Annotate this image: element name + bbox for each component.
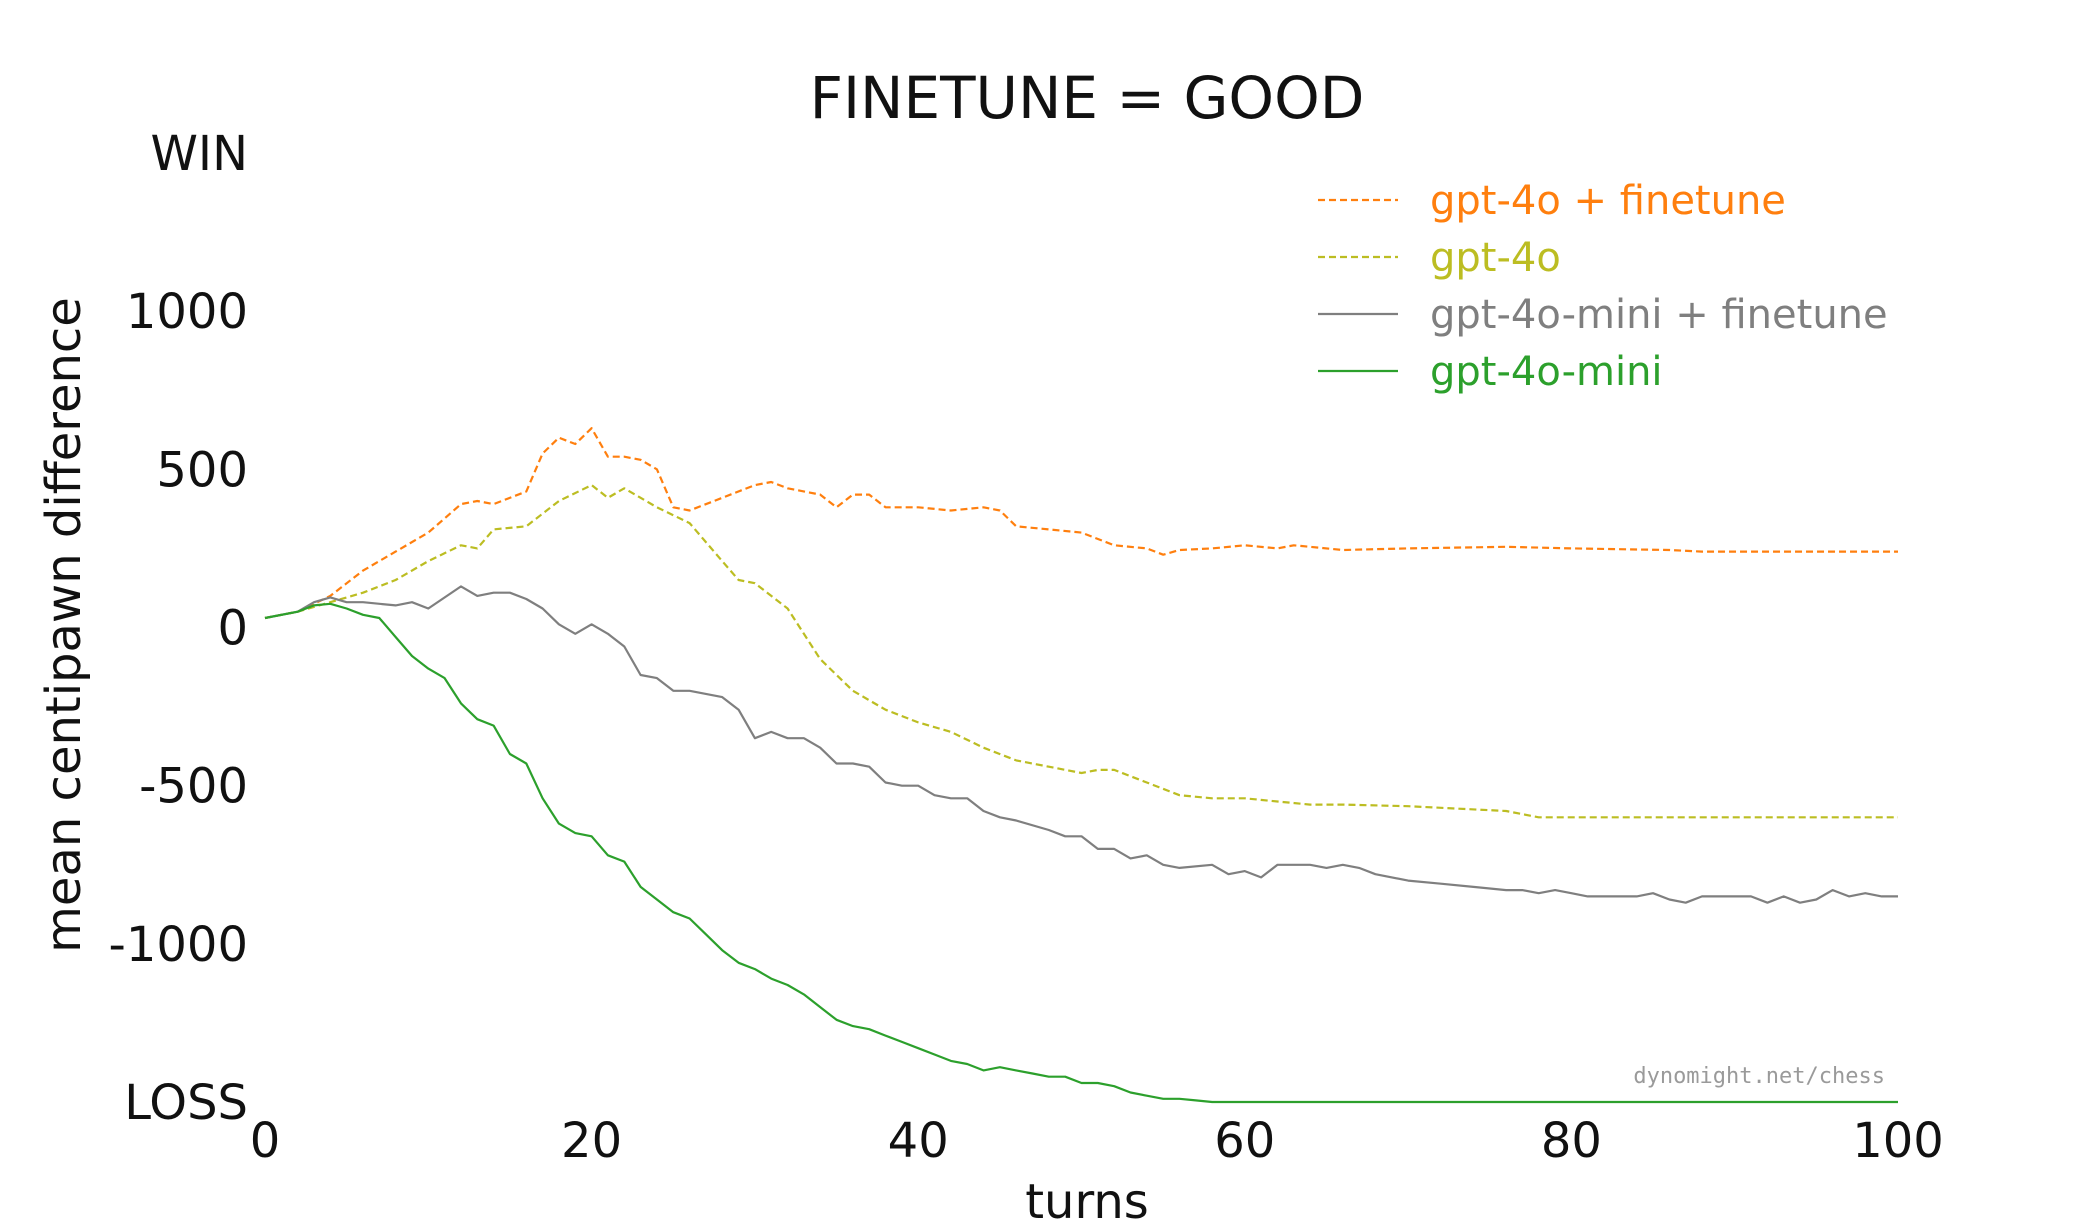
y-tick-label-loss: LOSS xyxy=(124,1075,248,1131)
x-tick-label-20: 20 xyxy=(561,1113,622,1169)
y-tick-label-500: -500 xyxy=(139,759,248,815)
legend: gpt-4o + finetune gpt-4o gpt-4o-mini + fin… xyxy=(1318,178,1888,395)
x-tick-label-100: 100 xyxy=(1852,1113,1944,1169)
x-tick-label-0: 0 xyxy=(250,1113,281,1169)
legend-label-gpt-4o-mini-finetune: gpt-4o-mini + finetune xyxy=(1430,292,1888,338)
y-tick-label-1000: 1000 xyxy=(126,284,248,340)
series-line-gpt-4o-mini-finetune xyxy=(264,585,1898,904)
x-axis-ticks: 0 20 40 60 80 100 xyxy=(250,1113,1944,1169)
x-axis-label: turns xyxy=(1025,1174,1149,1225)
series-line-gpt-4o-mini xyxy=(264,602,1898,1104)
y-tick-label-win: WIN xyxy=(150,126,248,182)
series-line-gpt-4o-finetune xyxy=(264,427,1898,620)
y-axis-label: mean centipawn difference xyxy=(36,297,92,953)
legend-label-gpt-4o-finetune: gpt-4o + finetune xyxy=(1430,178,1786,224)
legend-label-gpt-4o-mini: gpt-4o-mini xyxy=(1430,349,1663,395)
y-tick-label-1000: -1000 xyxy=(109,917,248,973)
y-axis-ticks: WIN 1000 500 0 -500 -1000 LOSS xyxy=(109,126,248,1131)
legend-label-gpt-4o: gpt-4o xyxy=(1430,235,1561,281)
plot-area xyxy=(264,427,1898,1104)
watermark: dynomight.net/chess xyxy=(1633,1064,1885,1089)
x-tick-label-40: 40 xyxy=(888,1113,949,1169)
y-tick-label-500: 500 xyxy=(156,442,248,498)
x-tick-label-60: 60 xyxy=(1214,1113,1275,1169)
chart-title: FINETUNE = GOOD xyxy=(810,64,1365,132)
x-tick-label-80: 80 xyxy=(1541,1113,1602,1169)
y-tick-label-0: 0 xyxy=(217,601,248,657)
series-line-gpt-4o xyxy=(264,484,1898,819)
